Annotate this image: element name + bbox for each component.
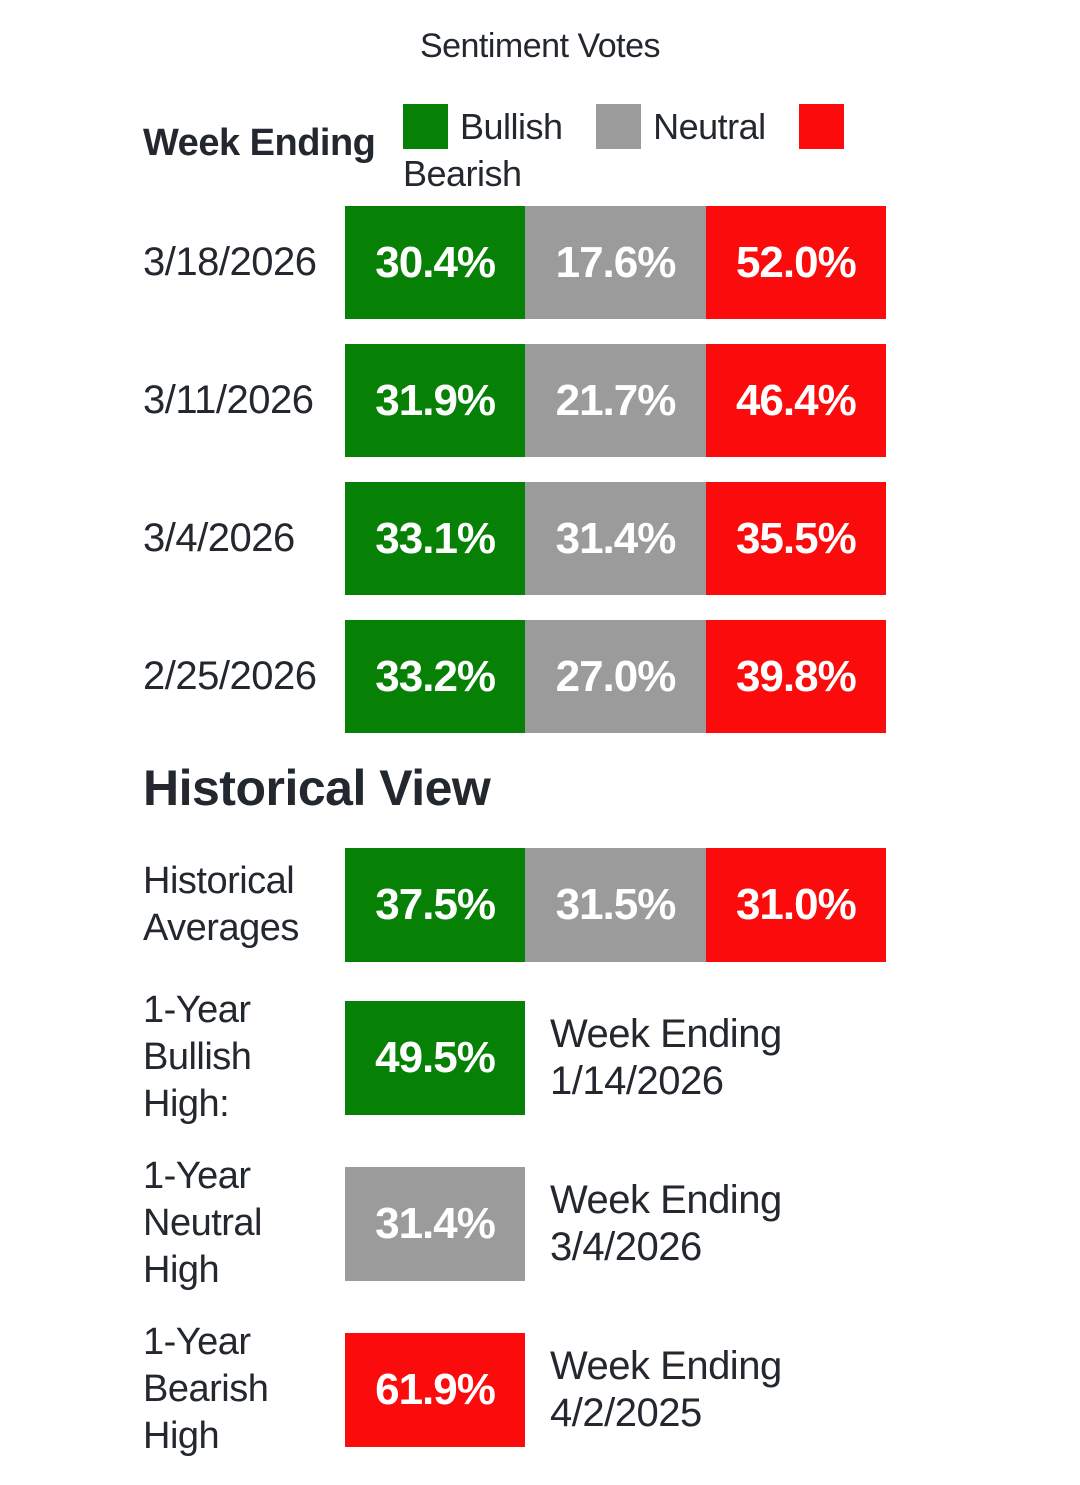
bullish-segment: 37.5% <box>345 848 526 962</box>
neutral-swatch-icon <box>596 103 642 149</box>
one-year-bearish-high-row: 1-Year Bearish High 61.9% Week Ending 4/… <box>143 1319 1080 1460</box>
one-year-neutral-high-label: 1-Year Neutral High <box>143 1155 263 1291</box>
chart-header: Week Ending Bullish Neutral Bearish <box>0 103 1080 206</box>
one-year-bullish-high-label: 1-Year Bullish High: <box>143 989 252 1125</box>
week-ending-column-header: Week Ending <box>143 122 376 164</box>
date-label: 2/25/2026 <box>143 654 317 698</box>
neutral-segment: 17.6% <box>525 206 706 319</box>
page-title: Sentiment Votes <box>419 27 661 65</box>
bearish-high-value-block: 61.9% <box>345 1332 525 1447</box>
bearish-swatch-icon <box>799 103 845 149</box>
one-year-bearish-high-label: 1-Year Bearish High <box>143 1321 269 1457</box>
bullish-swatch-icon <box>403 103 448 149</box>
bearish-segment: 46.4% <box>705 344 886 457</box>
historical-rows: Historical Averages 37.5% 31.5% 31.0% 1-… <box>143 848 1080 1460</box>
neutral-segment: 21.7% <box>525 344 706 457</box>
date-label: 3/18/2026 <box>143 240 317 284</box>
legend: Bullish Neutral Bearish <box>403 103 858 197</box>
sentiment-row: 3/11/2026 31.9% 21.7% 46.4% <box>143 344 1080 457</box>
historical-view-heading: Historical View <box>143 760 491 816</box>
historical-averages-row: Historical Averages 37.5% 31.5% 31.0% <box>143 848 1080 962</box>
bullish-segment: 33.2% <box>345 620 526 733</box>
date-label: 3/11/2026 <box>143 378 314 422</box>
bullish-segment: 33.1% <box>345 482 526 595</box>
bullish-high-value-block: 49.5% <box>345 1000 525 1115</box>
bearish-segment: 39.8% <box>705 620 886 733</box>
bullish-segment: 31.9% <box>345 344 526 457</box>
bullish-segment: 30.4% <box>345 206 526 319</box>
weekly-rows: 3/18/2026 30.4% 17.6% 52.0% 3/11/2026 31… <box>143 206 1080 733</box>
neutral-segment: 31.5% <box>525 848 706 962</box>
sentiment-bar: 33.1% 31.4% 35.5% <box>345 482 886 595</box>
bearish-segment: 52.0% <box>705 206 886 319</box>
one-year-bullish-high-row: 1-Year Bullish High: 49.5% Week Ending 1… <box>143 987 1080 1128</box>
historical-averages-label: Historical Averages <box>143 860 299 949</box>
neutral-segment: 27.0% <box>525 620 706 733</box>
sentiment-bar: 30.4% 17.6% 52.0% <box>345 206 886 319</box>
legend-label-bearish: Bearish <box>403 153 522 194</box>
bullish-high-week-note: Week Ending 1/14/2026 <box>550 1011 782 1103</box>
bearish-high-week-note: Week Ending 4/2/2025 <box>550 1343 782 1435</box>
legend-label-neutral: Neutral <box>653 106 766 147</box>
neutral-high-value-block: 31.4% <box>345 1166 525 1281</box>
sentiment-row: 3/4/2026 33.1% 31.4% 35.5% <box>143 482 1080 595</box>
sentiment-bar: 31.9% 21.7% 46.4% <box>345 344 886 457</box>
bearish-segment: 35.5% <box>705 482 886 595</box>
date-label: 3/4/2026 <box>143 516 295 560</box>
neutral-segment: 31.4% <box>525 482 706 595</box>
bearish-segment: 31.0% <box>705 848 886 962</box>
one-year-neutral-high-row: 1-Year Neutral High 31.4% Week Ending 3/… <box>143 1153 1080 1294</box>
legend-label-bullish: Bullish <box>460 106 563 147</box>
sentiment-row: 2/25/2026 33.2% 27.0% 39.8% <box>143 620 1080 733</box>
neutral-high-week-note: Week Ending 3/4/2026 <box>550 1177 782 1269</box>
sentiment-row: 3/18/2026 30.4% 17.6% 52.0% <box>143 206 1080 319</box>
sentiment-bar: 33.2% 27.0% 39.8% <box>345 620 886 733</box>
historical-averages-bar: 37.5% 31.5% 31.0% <box>345 848 886 962</box>
